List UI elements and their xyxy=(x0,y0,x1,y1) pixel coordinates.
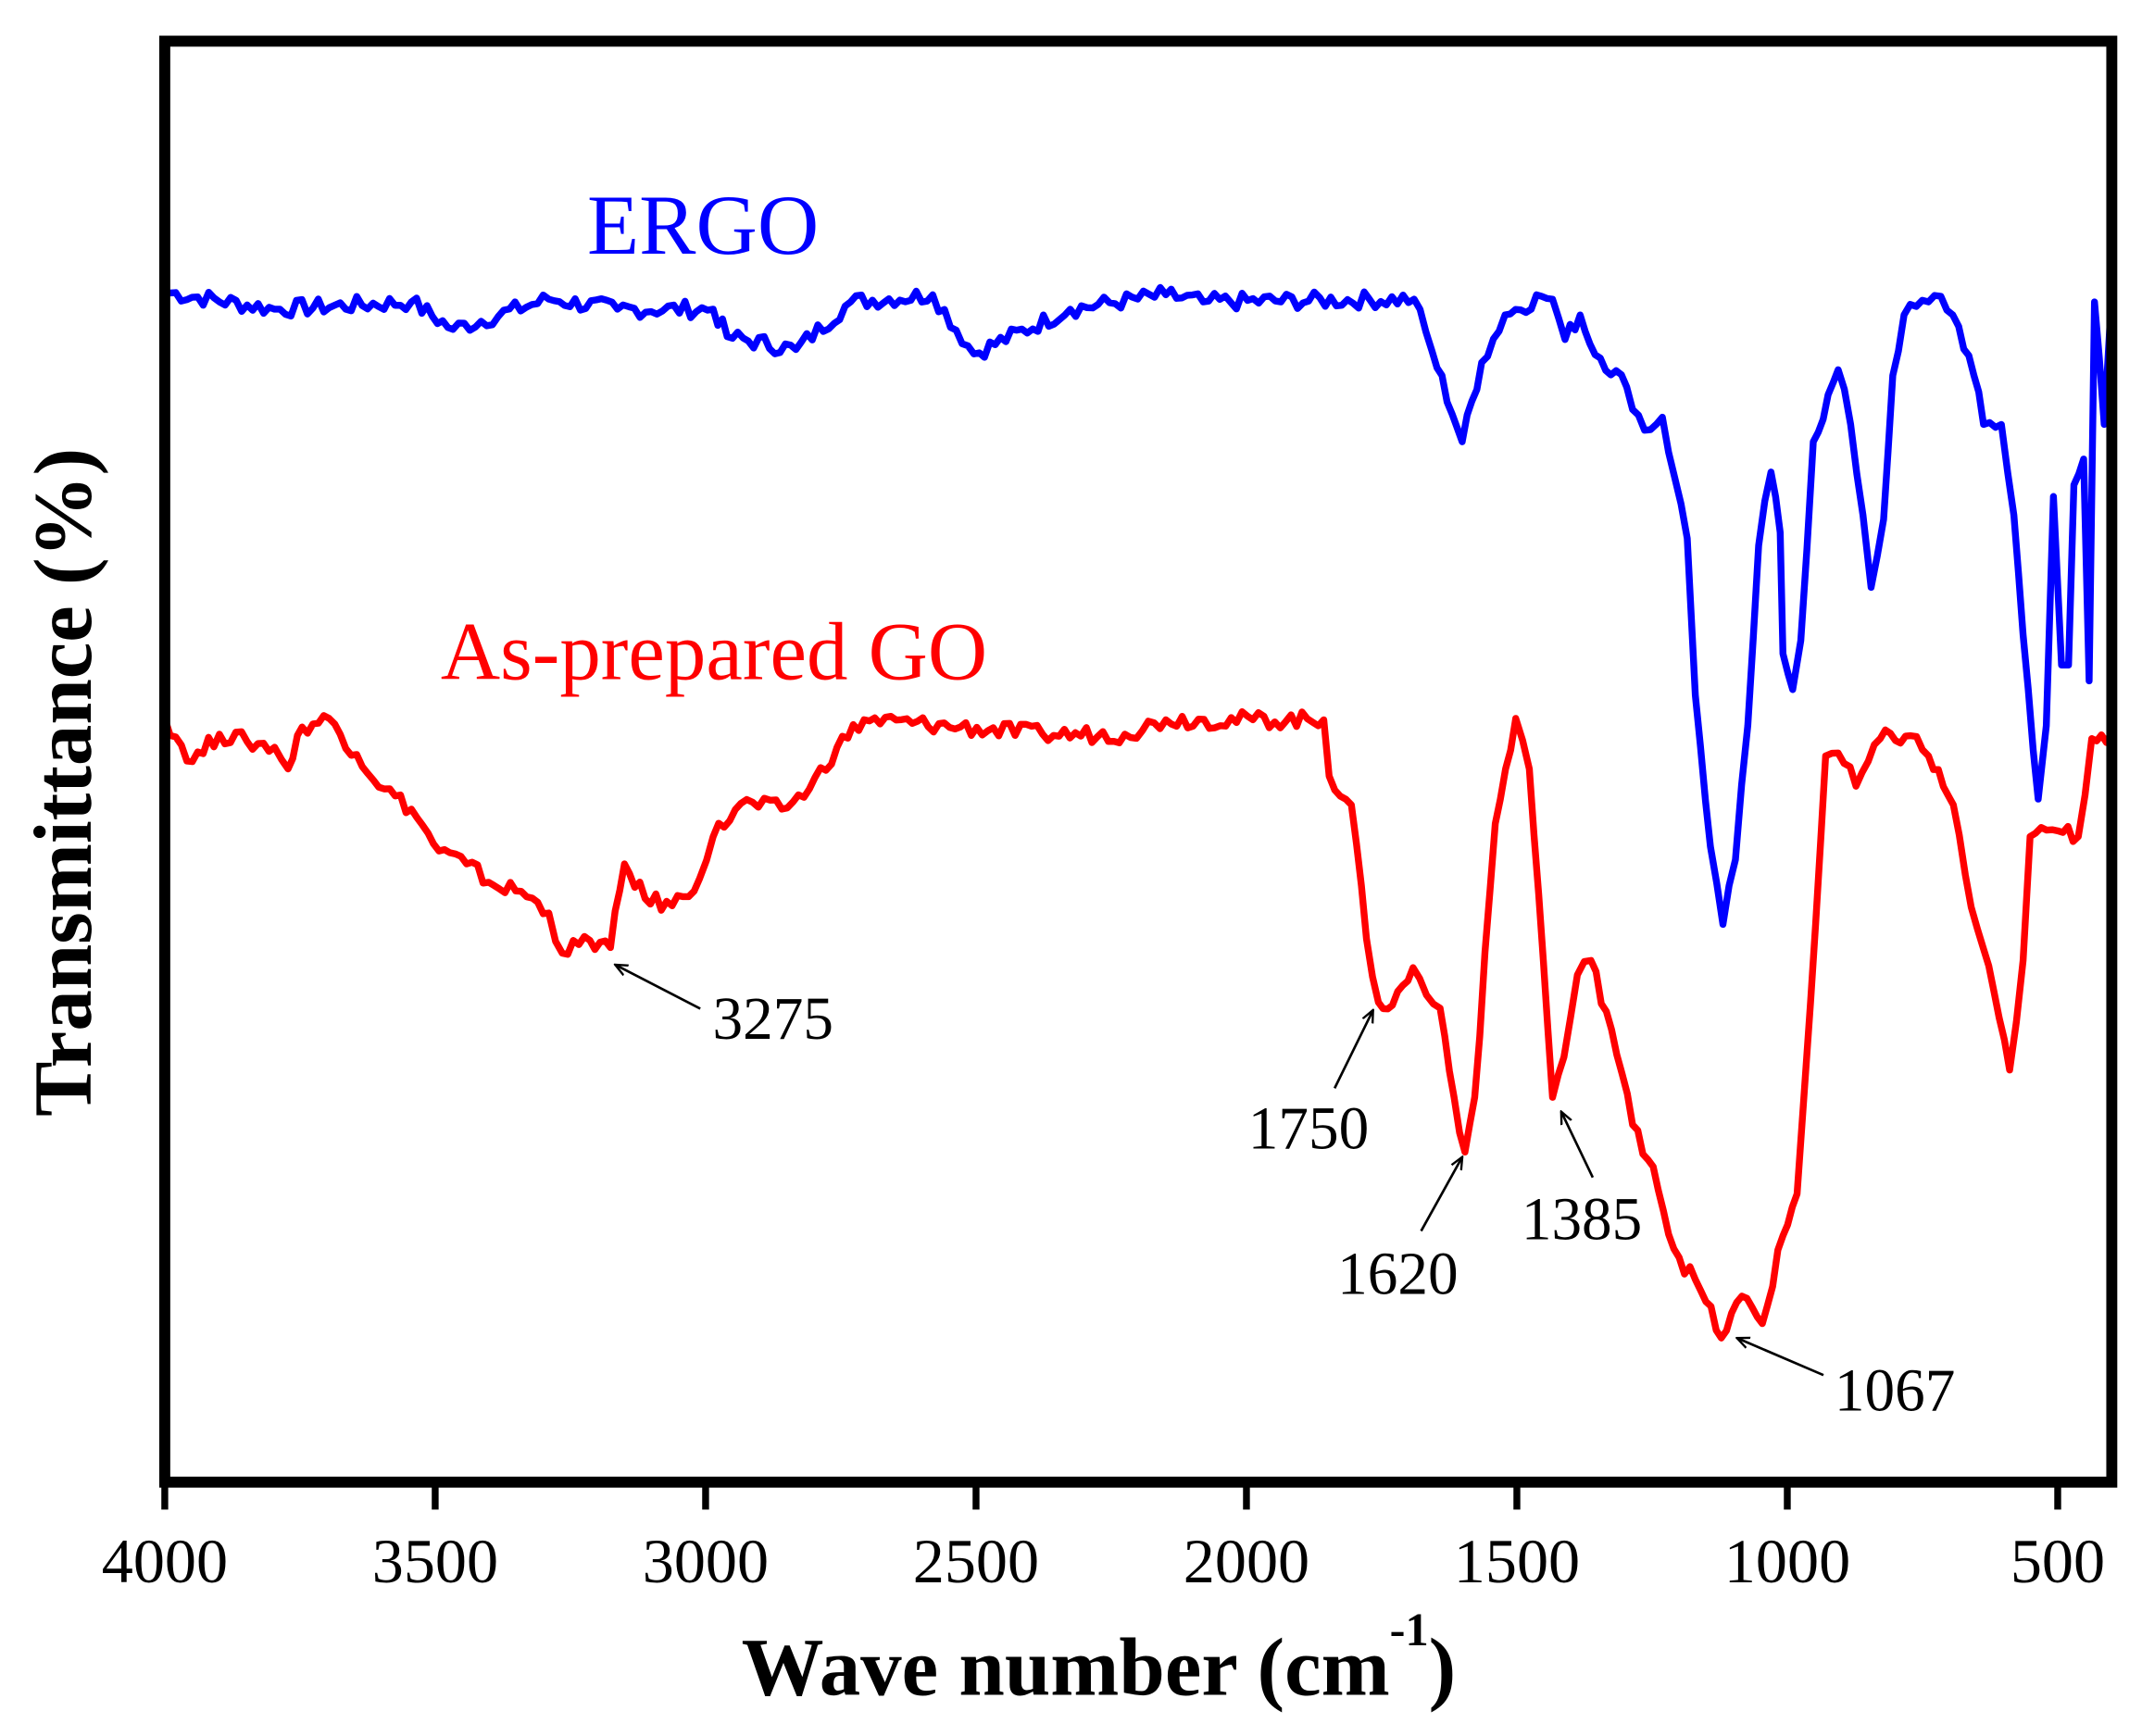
x-tick-label: 500 xyxy=(2010,1526,2105,1596)
annotation-arrow xyxy=(1420,1157,1462,1232)
plot-frame xyxy=(158,35,2118,1488)
annotation-label: 1620 xyxy=(1337,1242,1458,1308)
series-line-as-prepared-go xyxy=(161,707,2115,1342)
x-axis-ticks: 4000 3500 3000 2500 2000 1500 1000 500 xyxy=(102,1481,2105,1596)
series-group xyxy=(161,283,2115,1342)
annotation-label: 1750 xyxy=(1248,1096,1369,1163)
x-tick-label: 2500 xyxy=(913,1526,1039,1596)
x-axis-label-sup: -1 xyxy=(1390,1604,1429,1655)
annotation-label: 1067 xyxy=(1835,1358,1955,1425)
series-line-ergo xyxy=(164,283,2115,929)
x-tick-label: 3000 xyxy=(643,1526,769,1596)
annotation-label: 1385 xyxy=(1522,1186,1642,1253)
series-label-go: As-prepared GO xyxy=(441,607,987,698)
x-axis-label-close: ) xyxy=(1429,1623,1457,1714)
annotation-arrow xyxy=(1561,1112,1595,1179)
annotation-arrow xyxy=(1737,1338,1824,1377)
series-label-ergo: ERGO xyxy=(587,178,819,272)
x-axis-label: Wave number (cm-1) xyxy=(742,1604,1457,1713)
annotation-label: 3275 xyxy=(713,986,833,1053)
x-tick-label: 1500 xyxy=(1454,1526,1580,1596)
annotation-arrow xyxy=(1333,1010,1373,1089)
x-tick-label: 2000 xyxy=(1184,1526,1309,1596)
x-tick-label: 1000 xyxy=(1724,1526,1850,1596)
annotation-arrow xyxy=(615,965,701,1010)
x-tick-label: 3500 xyxy=(372,1526,498,1596)
peak-annotations: 3275 1750 1620 1385 1067 xyxy=(615,965,1955,1425)
x-tick-label: 4000 xyxy=(102,1526,228,1596)
x-axis-label-main: Wave number (cm xyxy=(742,1623,1390,1714)
y-axis-label: Transmittance (%) xyxy=(19,448,109,1117)
